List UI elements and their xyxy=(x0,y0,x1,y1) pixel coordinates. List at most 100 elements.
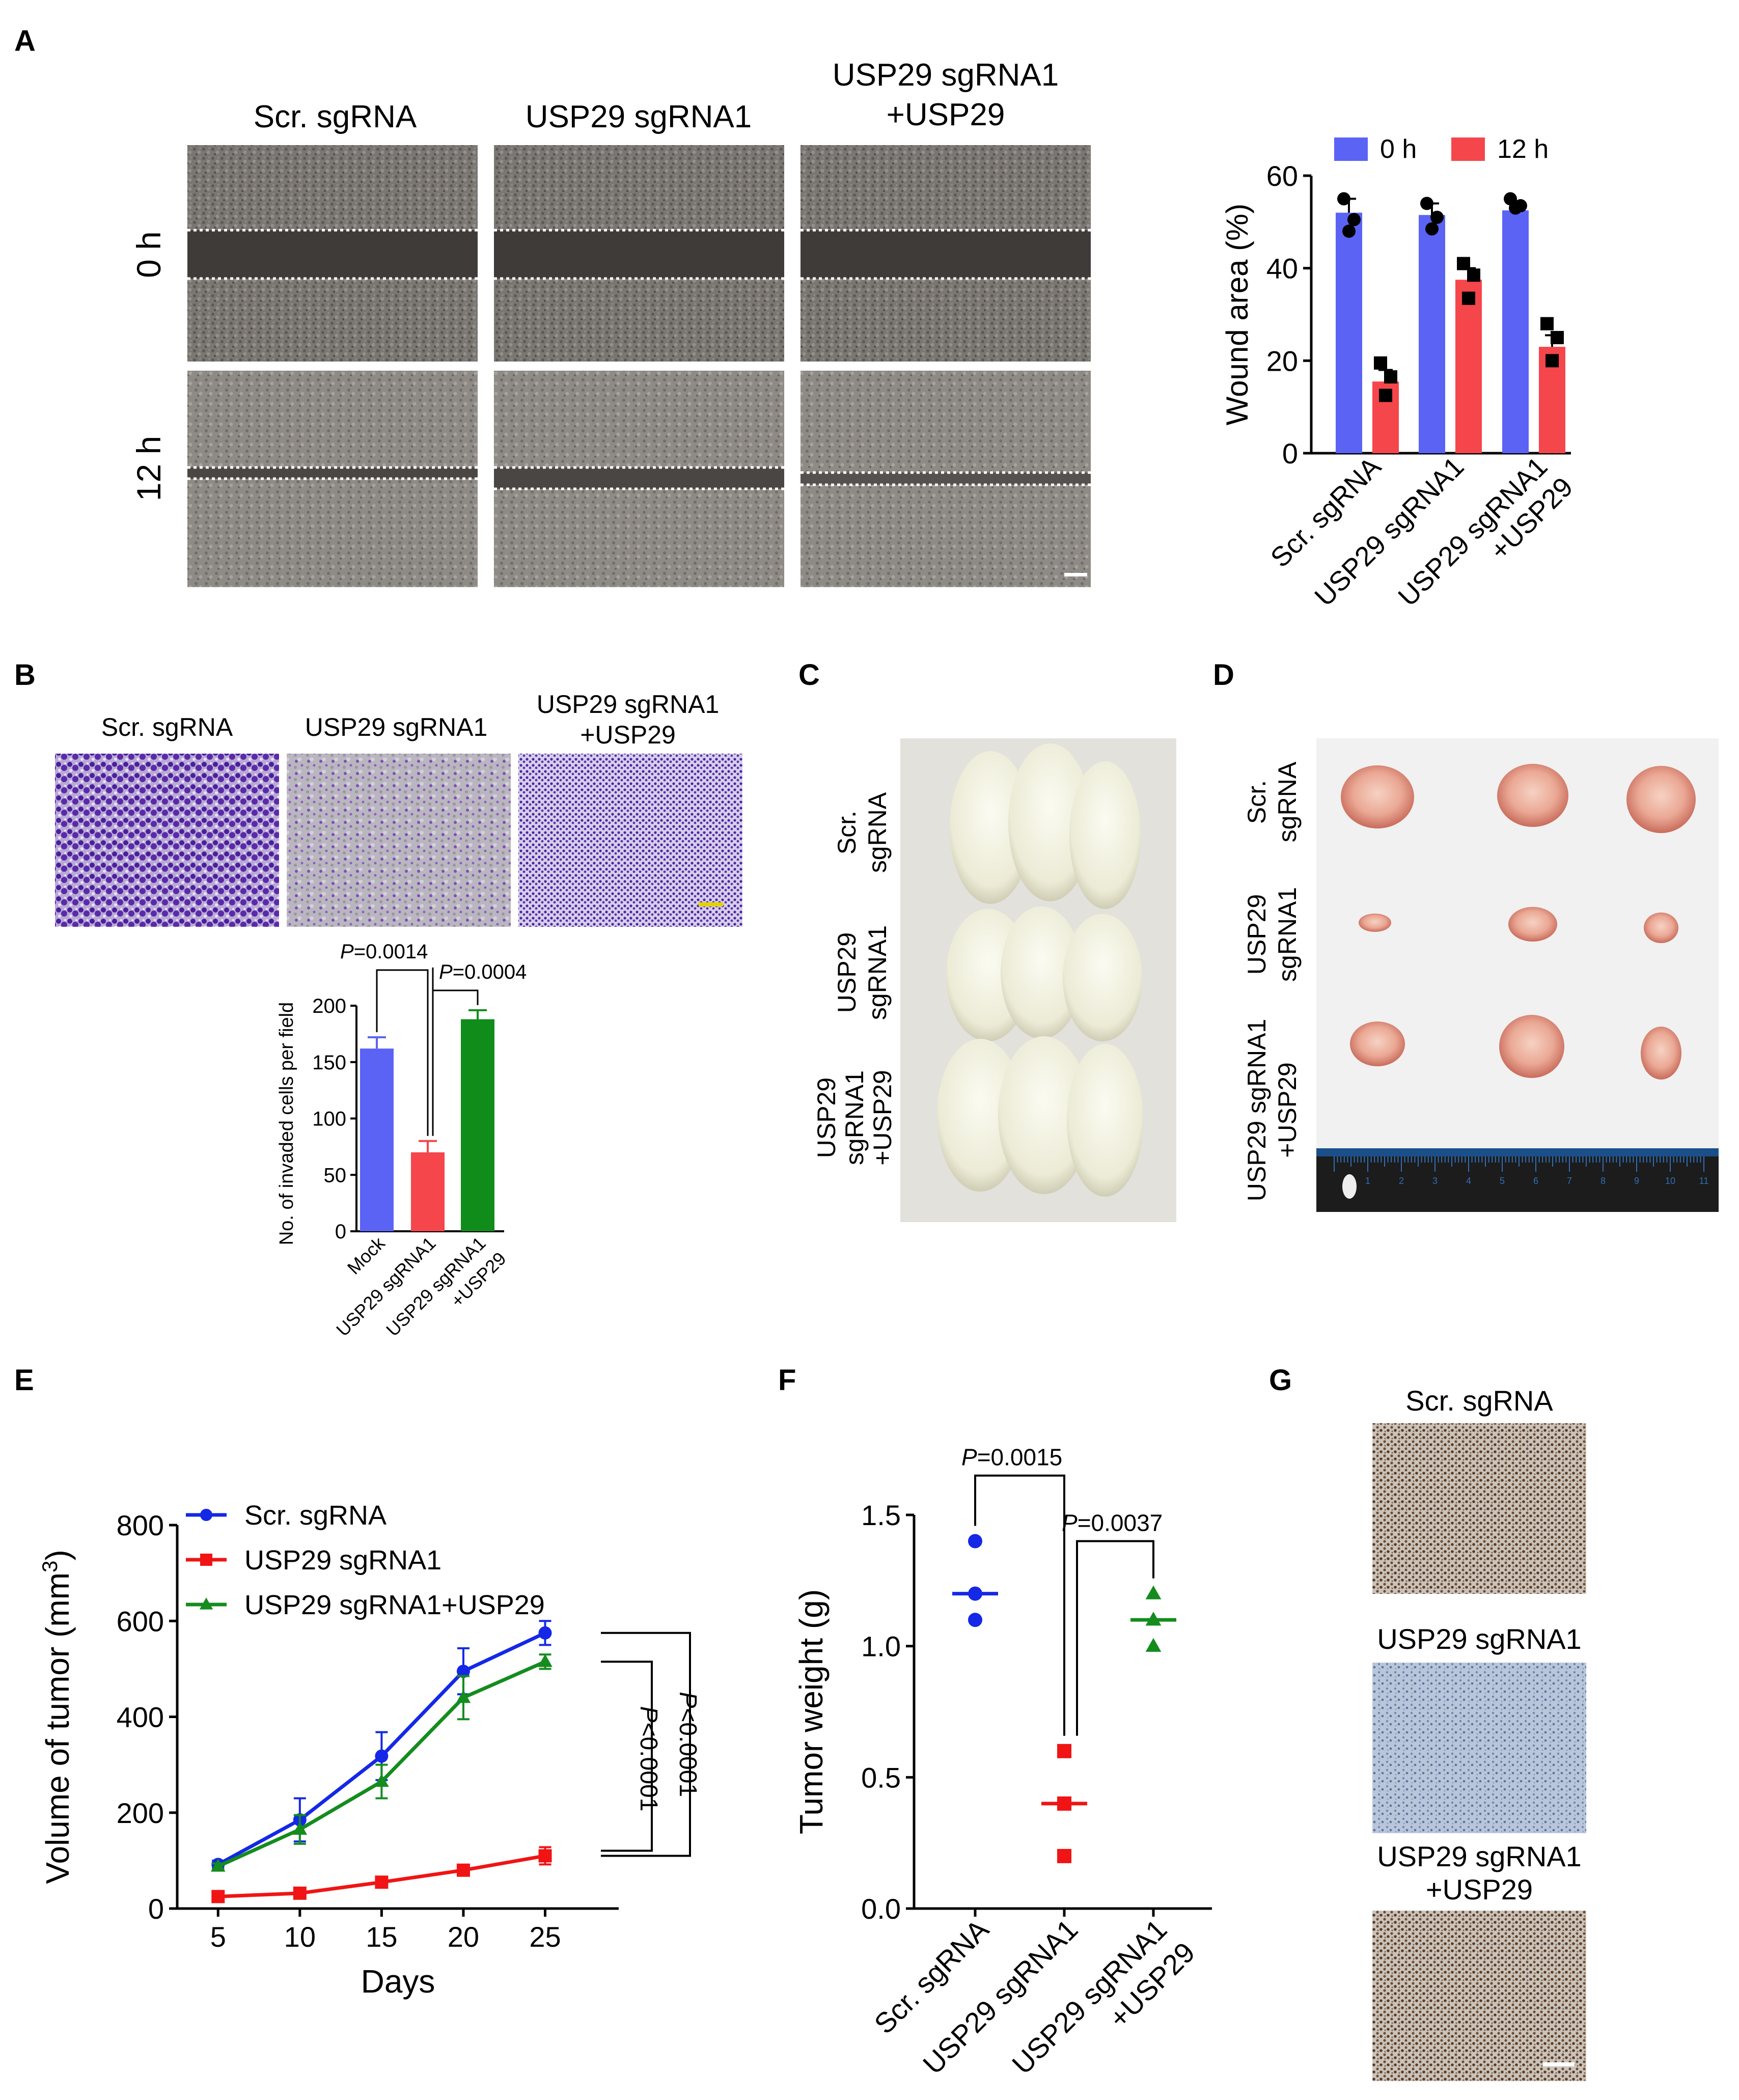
data-point xyxy=(1384,370,1397,384)
micrograph-12h-rescue xyxy=(801,371,1091,587)
ihc-sg1 xyxy=(1372,1663,1586,1833)
y-tick-label: 150 xyxy=(312,1052,346,1074)
legend-swatch xyxy=(1451,137,1485,161)
data-point xyxy=(1379,389,1392,402)
panel-a-micrographs: Scr. sgRNA USP29 sgRNA1 USP29 sgRNA1 +US… xyxy=(130,58,1091,587)
panel-b-col-label-sg1: USP29 sgRNA1 xyxy=(305,713,488,741)
ruler-number: 5 xyxy=(1500,1176,1505,1186)
panel-g-label-rescue-1: USP29 sgRNA1 xyxy=(1377,1840,1582,1872)
x-axis-label: Days xyxy=(361,1963,435,2000)
tumor xyxy=(1341,765,1414,828)
y-tick-label: 0 xyxy=(335,1221,346,1243)
data-point xyxy=(538,1654,553,1667)
tumor xyxy=(1626,766,1696,833)
bar xyxy=(461,1019,494,1231)
tumor xyxy=(1499,1015,1564,1078)
data-point xyxy=(968,1586,982,1601)
data-point xyxy=(374,1774,389,1787)
tumor xyxy=(1508,907,1557,942)
data-point xyxy=(1551,330,1564,344)
data-point xyxy=(1540,317,1554,330)
data-point xyxy=(375,1875,389,1889)
mice-group-scr xyxy=(950,743,1141,909)
legend-marker xyxy=(200,1554,212,1566)
significance-bracket xyxy=(974,1474,1065,1736)
micrograph-0h-rescue xyxy=(801,145,1091,362)
panel-b-invasion-chart: 0 50 100 150 200 No. of invaded cells per fie… xyxy=(276,941,527,1340)
y-tick-label: 800 xyxy=(117,1509,164,1541)
data-point xyxy=(1057,1744,1071,1758)
data-point xyxy=(1425,222,1439,236)
panel-a-row-label-0h: 0 h xyxy=(130,231,168,278)
y-tick-label: 100 xyxy=(312,1108,346,1130)
micrograph-12h-sg1 xyxy=(494,371,784,587)
data-point xyxy=(1457,257,1470,270)
legend-label: USP29 sgRNA1 xyxy=(244,1545,441,1576)
bar xyxy=(1455,280,1482,453)
panel-c-mice-photo: Scr. sgRNA USP29 sgRNA1 USP29 sgRNA1 +US… xyxy=(812,738,1176,1222)
data-point xyxy=(1545,354,1559,368)
panel-label-a: A xyxy=(14,24,36,58)
panel-d-row-label-rescue-1: USP29 sgRNA1 xyxy=(1243,1019,1271,1202)
ruler-number: 8 xyxy=(1600,1176,1606,1186)
scale-bar xyxy=(1064,573,1087,576)
data-point xyxy=(1057,1848,1071,1863)
ruler-number: 9 xyxy=(1634,1176,1639,1186)
ihc-rescue xyxy=(1372,1911,1586,2081)
panel-a-col-label-rescue-1: USP29 sgRNA1 xyxy=(833,58,1059,93)
y-tick-label: 60 xyxy=(1266,160,1298,192)
data-point xyxy=(1420,197,1433,210)
panel-b-col-label-rescue-1: USP29 sgRNA1 xyxy=(537,690,720,719)
ihc-scr xyxy=(1372,1423,1586,1594)
panel-b-col-label-scr: Scr. sgRNA xyxy=(101,713,233,741)
legend-label: USP29 sgRNA1+USP29 xyxy=(244,1590,545,1620)
ruler: 1 2 3 4 5 6 7 8 9 10 11 xyxy=(1316,1148,1719,1212)
legend-label: Scr. sgRNA xyxy=(244,1500,387,1531)
data-point xyxy=(1145,1638,1162,1652)
micrograph-0h-sg1 xyxy=(494,145,784,362)
panel-g-label-sg1: USP29 sgRNA1 xyxy=(1377,1623,1582,1655)
y-tick-label: 40 xyxy=(1266,253,1298,285)
x-tick-label: 15 xyxy=(366,1921,397,1953)
p-value-label: P=0.0014 xyxy=(340,941,428,963)
data-point xyxy=(1057,1796,1071,1811)
data-point xyxy=(538,1849,552,1863)
data-point xyxy=(968,1613,982,1627)
y-tick-label: 0.0 xyxy=(861,1893,901,1925)
y-tick-label: 50 xyxy=(324,1164,347,1186)
mice-group-sg1 xyxy=(946,906,1142,1041)
x-tick-label: 10 xyxy=(284,1921,316,1953)
micrograph-12h-scr xyxy=(187,371,478,587)
ruler-number: 10 xyxy=(1665,1176,1675,1186)
x-tick-label: 5 xyxy=(210,1921,226,1953)
data-point xyxy=(456,1863,470,1877)
tumor xyxy=(1359,914,1391,932)
data-point xyxy=(292,1821,308,1835)
ruler-number: 6 xyxy=(1533,1176,1538,1186)
panel-g-label-rescue-2: +USP29 xyxy=(1426,1873,1533,1905)
tumor xyxy=(1644,913,1678,943)
data-point xyxy=(1347,213,1361,227)
data-point xyxy=(375,1749,389,1763)
scale-bar xyxy=(1543,2062,1575,2066)
p-value-label: P=0.0037 xyxy=(1062,1510,1163,1536)
p-value-label: P=0.0015 xyxy=(961,1444,1062,1471)
p-value-label: P<0.0001 xyxy=(674,1692,701,1797)
p-value-label: P=0.0004 xyxy=(439,961,527,983)
x-tick-label: 25 xyxy=(529,1921,561,1953)
panel-c-row-label-sg1-2: sgRNA1 xyxy=(863,925,892,1020)
legend-swatch xyxy=(1334,137,1368,161)
data-point xyxy=(538,1626,552,1640)
panel-a-col-label-scr: Scr. sgRNA xyxy=(254,99,417,134)
panel-a-row-label-12h: 12 h xyxy=(130,436,168,501)
panel-e-growth-chart: 0 200 400 600 800 5 10 15 20 25 Days Volume of tumo… xyxy=(38,1500,702,2000)
data-point xyxy=(1337,192,1350,206)
mice-group-rescue xyxy=(937,1036,1143,1197)
panel-d-row-label-rescue-2: +USP29 xyxy=(1273,1062,1302,1158)
panel-d-tumors-photo: 1 2 3 4 5 6 7 8 9 10 11 Scr. sgRNA USP29 sgRNA1 US… xyxy=(1243,738,1719,1212)
data-point xyxy=(1342,225,1356,238)
data-point xyxy=(456,1665,470,1678)
significance-bracket xyxy=(601,1661,653,1852)
